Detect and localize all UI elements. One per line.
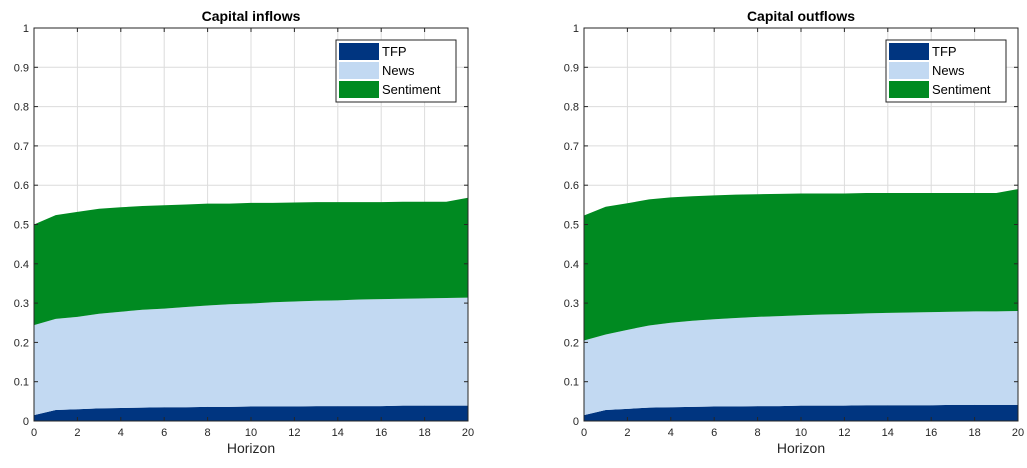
y-tick-label: 0.8 bbox=[564, 102, 579, 114]
x-tick-label: 20 bbox=[1012, 427, 1024, 439]
legend-label: TFP bbox=[382, 44, 407, 59]
area-series-sentiment bbox=[34, 197, 468, 326]
chart-panel-1: 0 2 4 6 8 10 12 14 16 18 20 0 0.1 0.2 0.3 0.4 0.5 0.6 0.7 0… bbox=[564, 8, 1024, 456]
x-tick-label: 4 bbox=[118, 427, 124, 439]
y-tick-label: 0.4 bbox=[14, 259, 29, 271]
x-tick-label: 6 bbox=[161, 427, 167, 439]
legend: TFP News Sentiment bbox=[335, 39, 457, 103]
y-tick-label: 1 bbox=[573, 23, 579, 35]
y-tick-label: 0.1 bbox=[564, 377, 579, 389]
x-tick-label: 8 bbox=[205, 427, 211, 439]
x-tick-label: 2 bbox=[74, 427, 80, 439]
x-tick-label: 14 bbox=[882, 427, 894, 439]
y-tick-label: 0.6 bbox=[14, 180, 29, 192]
x-tick-label: 0 bbox=[31, 427, 37, 439]
x-tick-label: 16 bbox=[375, 427, 387, 439]
legend-label: News bbox=[382, 63, 415, 78]
y-tick-label: 0.8 bbox=[14, 102, 29, 114]
legend-swatch-tfp bbox=[889, 43, 929, 60]
legend-label: News bbox=[932, 63, 965, 78]
chart-title: Capital inflows bbox=[202, 8, 301, 24]
y-tick-label: 0.9 bbox=[14, 62, 29, 74]
y-tick-label: 0.3 bbox=[564, 298, 579, 310]
area-series-news bbox=[34, 297, 468, 416]
x-tick-label: 12 bbox=[288, 427, 300, 439]
legend-label: TFP bbox=[932, 44, 957, 59]
area-series-news bbox=[584, 310, 1018, 416]
chart-panel-0: 0 2 4 6 8 10 12 14 16 18 20 0 0.1 0.2 0.3 0.4 0.5 0.6 0.7 0… bbox=[14, 8, 474, 456]
x-tick-label: 2 bbox=[624, 427, 630, 439]
area-series-sentiment bbox=[584, 189, 1018, 341]
x-tick-label: 8 bbox=[755, 427, 761, 439]
x-tick-label: 6 bbox=[711, 427, 717, 439]
y-tick-label: 0.6 bbox=[564, 180, 579, 192]
x-tick-label: 14 bbox=[332, 427, 344, 439]
legend-swatch-news bbox=[889, 62, 929, 79]
legend-swatch-sentiment bbox=[339, 81, 379, 98]
legend: TFP News Sentiment bbox=[885, 39, 1007, 103]
x-tick-label: 18 bbox=[418, 427, 430, 439]
area-series-tfp bbox=[584, 404, 1018, 421]
x-tick-label: 10 bbox=[795, 427, 807, 439]
legend-label: Sentiment bbox=[932, 82, 991, 97]
y-tick-label: 0.3 bbox=[14, 298, 29, 310]
y-tick-label: 0.5 bbox=[14, 220, 29, 232]
x-axis-label: Horizon bbox=[227, 440, 275, 456]
y-tick-label: 0.9 bbox=[564, 62, 579, 74]
y-tick-label: 0.5 bbox=[564, 220, 579, 232]
x-tick-label: 0 bbox=[581, 427, 587, 439]
y-tick-label: 0.7 bbox=[14, 141, 29, 153]
legend-swatch-sentiment bbox=[889, 81, 929, 98]
y-tick-label: 0.1 bbox=[14, 377, 29, 389]
legend-label: Sentiment bbox=[382, 82, 441, 97]
y-tick-label: 0.2 bbox=[564, 337, 579, 349]
chart-title: Capital outflows bbox=[747, 8, 855, 24]
y-tick-label: 0 bbox=[23, 416, 29, 428]
y-tick-label: 1 bbox=[23, 23, 29, 35]
legend-swatch-news bbox=[339, 62, 379, 79]
x-tick-label: 4 bbox=[668, 427, 674, 439]
y-tick-label: 0.4 bbox=[564, 259, 579, 271]
x-axis-label: Horizon bbox=[777, 440, 825, 456]
x-tick-label: 18 bbox=[968, 427, 980, 439]
y-tick-label: 0 bbox=[573, 416, 579, 428]
x-tick-label: 20 bbox=[462, 427, 474, 439]
y-tick-label: 0.7 bbox=[564, 141, 579, 153]
x-tick-label: 12 bbox=[838, 427, 850, 439]
legend-swatch-tfp bbox=[339, 43, 379, 60]
x-tick-label: 16 bbox=[925, 427, 937, 439]
y-tick-label: 0.2 bbox=[14, 337, 29, 349]
area-series-tfp bbox=[34, 405, 468, 421]
x-tick-label: 10 bbox=[245, 427, 257, 439]
